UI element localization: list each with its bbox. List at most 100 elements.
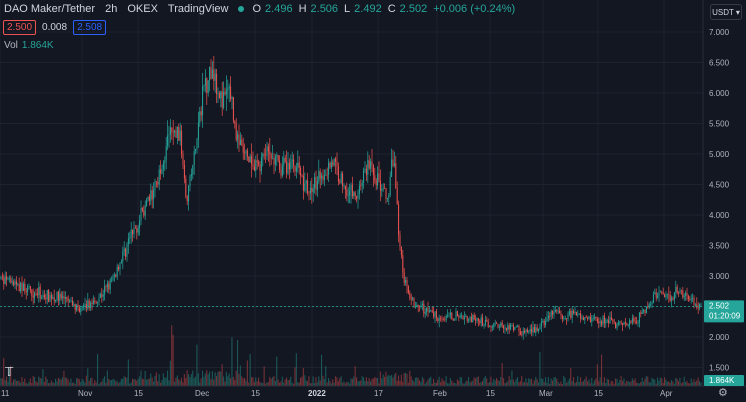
volume-bar [175, 377, 177, 386]
volume-bar [484, 376, 486, 386]
candle-body [662, 292, 664, 295]
volume-bar [601, 354, 603, 386]
volume-bar [22, 381, 24, 386]
volume-bar [106, 370, 108, 386]
candle-body [665, 294, 667, 298]
candle-body [161, 168, 163, 174]
candle-body [14, 280, 16, 285]
volume-bar [136, 380, 138, 386]
currency-selector[interactable]: USDT ▾ [710, 4, 742, 20]
candle-body [113, 275, 115, 277]
candle-body [32, 295, 34, 298]
candle-body [242, 145, 244, 153]
candle-body [349, 190, 351, 196]
candle-body [410, 297, 412, 300]
candle-body [675, 286, 677, 293]
candle-body [546, 317, 548, 322]
candle-body [573, 310, 575, 314]
candle-body [421, 303, 423, 305]
candle-body [193, 151, 195, 165]
volume-bar [657, 377, 659, 386]
candle-body [330, 162, 332, 168]
candle-body [497, 323, 499, 328]
volume-bar [461, 377, 463, 386]
candle-body [384, 188, 386, 189]
candle-body [39, 286, 41, 299]
volume-bar [63, 370, 65, 386]
candle-body [574, 311, 576, 314]
candle-body [602, 316, 604, 325]
volume-bar [132, 378, 134, 386]
volume-bar [400, 374, 402, 386]
volume-bar [115, 381, 117, 386]
candle-body [700, 303, 702, 305]
volume-bar [41, 378, 43, 386]
candle-body [669, 295, 671, 301]
volume-bar [469, 382, 471, 386]
volume-bar [470, 381, 472, 386]
candle-body [293, 159, 295, 166]
candle-body [427, 307, 429, 312]
volume-bar [410, 376, 412, 386]
volume-bar [504, 383, 506, 386]
candle-body [458, 316, 460, 318]
volume-bar [259, 381, 261, 386]
volume-bar [83, 380, 85, 386]
candle-body [542, 320, 544, 322]
candle-body [678, 292, 680, 294]
volume-bar [419, 380, 421, 386]
candle-body [405, 279, 407, 283]
volume-bar [137, 378, 139, 386]
candle-body [644, 309, 646, 314]
volume-bar [232, 376, 234, 386]
candle-body [385, 188, 387, 199]
volume-bar [179, 380, 181, 386]
candle-body [654, 292, 656, 295]
tradingview-logo-icon[interactable]: 𝕋 [5, 365, 14, 379]
candle-body [438, 318, 440, 321]
price-tick-label: 6.000 [709, 89, 730, 98]
volume-bar [245, 380, 247, 386]
volume-bar [416, 377, 418, 386]
candle-body [129, 237, 131, 239]
volume-bar [364, 380, 366, 386]
sell-button[interactable]: 2.500 [3, 20, 37, 35]
candle-body [301, 175, 303, 177]
volume-bar [346, 382, 348, 386]
candle-body [622, 323, 624, 325]
volume-bar [371, 378, 373, 386]
volume-bar [221, 364, 223, 386]
volume-bar [351, 378, 353, 386]
candle-body [676, 286, 678, 293]
candle-body [203, 85, 205, 87]
volume-bar [70, 378, 72, 386]
volume-bar [48, 383, 50, 386]
candle-body [276, 155, 278, 157]
candle-body [552, 311, 554, 315]
volume-bar [262, 382, 264, 386]
candle-body [52, 297, 54, 299]
candle-body [237, 134, 239, 140]
buy-button[interactable]: 2.508 [73, 20, 107, 35]
candle-body [146, 200, 148, 206]
volume-bar [31, 382, 33, 386]
volume-bar [122, 378, 124, 386]
candle-body [157, 182, 159, 185]
interval[interactable]: 2h [105, 3, 118, 15]
candle-body [206, 78, 208, 93]
volume-bar [554, 377, 556, 386]
candle-body [570, 310, 572, 318]
candle-body [525, 329, 527, 333]
candle-body [214, 73, 216, 81]
volume-bar [378, 383, 380, 386]
volume-bar [77, 378, 79, 386]
volume-bar [56, 381, 58, 386]
candle-body [95, 301, 97, 303]
candle-body [132, 229, 134, 235]
volume-bar [567, 381, 569, 386]
symbol-name[interactable]: DAO Maker/Tether [4, 3, 96, 15]
candle-body [42, 294, 44, 298]
candle-body [353, 192, 355, 197]
gear-icon[interactable]: ⚙ [718, 387, 728, 399]
